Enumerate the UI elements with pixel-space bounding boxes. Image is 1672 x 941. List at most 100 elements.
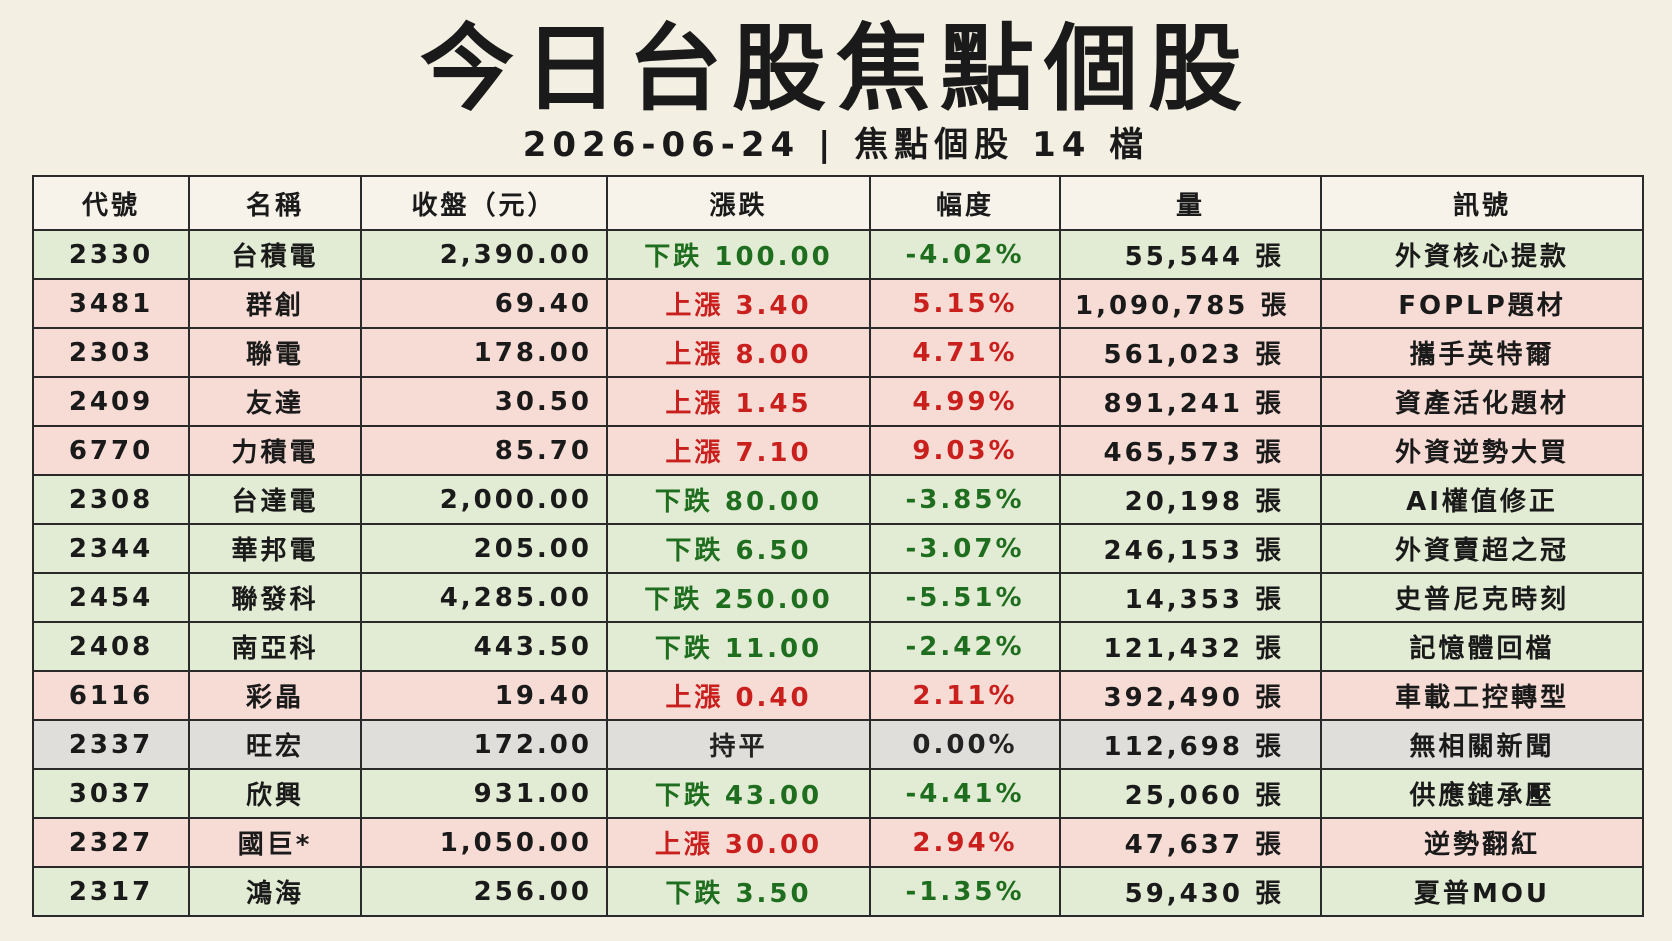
cell: 聯發科 (188, 572, 362, 623)
cell: 下跌 43.00 (606, 768, 871, 819)
cell: 持平 (606, 719, 871, 770)
table-body: 2330 台積電 2,390.00 下跌 100.00 -4.02% 55,544 張外資… (32, 229, 1644, 917)
cell: -1.35% (869, 866, 1061, 917)
cell: 下跌 250.00 (606, 572, 871, 623)
cell: 69.40 (360, 278, 608, 329)
column-header: 幅度 (869, 175, 1061, 231)
cell: 30.50 (360, 376, 608, 427)
cell: 0.00% (869, 719, 1061, 770)
cell: 下跌 80.00 (606, 474, 871, 525)
cell: 外資逆勢大買 (1320, 425, 1644, 476)
cell: 121,432 張 (1059, 621, 1322, 672)
cell: 力積電 (188, 425, 362, 476)
stock-row: 2303 聯電 178.00 上漲 8.00 4.71% 561,023 張攜手英特爾 (32, 327, 1644, 378)
stock-table: 代號 名稱 收盤（元） 漲跌 幅度量訊號 2330 台積電 2,390.00 下跌 100.0… (32, 175, 1644, 917)
cell: 205.00 (360, 523, 608, 574)
cell: 246,153 張 (1059, 523, 1322, 574)
cell: 172.00 (360, 719, 608, 770)
cell: 3481 (32, 278, 190, 329)
cell: 14,353 張 (1059, 572, 1322, 623)
cell: 55,544 張 (1059, 229, 1322, 280)
cell: 逆勢翻紅 (1320, 817, 1644, 868)
cell: -4.41% (869, 768, 1061, 819)
cell: 2308 (32, 474, 190, 525)
cell: 聯電 (188, 327, 362, 378)
cell: 2,000.00 (360, 474, 608, 525)
cell: 無相關新聞 (1320, 719, 1644, 770)
cell: 2303 (32, 327, 190, 378)
stock-row: 6770 力積電 85.70 上漲 7.10 9.03% 465,573 張外資逆勢大買 (32, 425, 1644, 476)
cell: 華邦電 (188, 523, 362, 574)
cell: 彩晶 (188, 670, 362, 721)
cell: FOPLP題材 (1320, 278, 1644, 329)
cell: 2344 (32, 523, 190, 574)
cell: 外資賣超之冠 (1320, 523, 1644, 574)
cell: 4.71% (869, 327, 1061, 378)
cell: 6770 (32, 425, 190, 476)
cell: 國巨* (188, 817, 362, 868)
cell: 供應鏈承壓 (1320, 768, 1644, 819)
cell: 4.99% (869, 376, 1061, 427)
cell: 夏普MOU (1320, 866, 1644, 917)
cell: 47,637 張 (1059, 817, 1322, 868)
cell: 178.00 (360, 327, 608, 378)
column-header: 量 (1059, 175, 1322, 231)
cell: 台達電 (188, 474, 362, 525)
cell: 9.03% (869, 425, 1061, 476)
cell: 上漲 30.00 (606, 817, 871, 868)
cell: 鴻海 (188, 866, 362, 917)
cell: 2409 (32, 376, 190, 427)
cell: 2330 (32, 229, 190, 280)
cell: 上漲 1.45 (606, 376, 871, 427)
cell: 2,390.00 (360, 229, 608, 280)
cell: 256.00 (360, 866, 608, 917)
cell: 上漲 3.40 (606, 278, 871, 329)
cell: 南亞科 (188, 621, 362, 672)
cell: 2337 (32, 719, 190, 770)
cell: 友達 (188, 376, 362, 427)
cell: 931.00 (360, 768, 608, 819)
cell: 上漲 8.00 (606, 327, 871, 378)
stock-row: 2317 鴻海 256.00 下跌 3.50 -1.35% 59,430 張夏普MOU (32, 866, 1644, 917)
cell: 2.11% (869, 670, 1061, 721)
cell: 上漲 0.40 (606, 670, 871, 721)
cell: -4.02% (869, 229, 1061, 280)
cell: AI權值修正 (1320, 474, 1644, 525)
column-header: 代號 (32, 175, 190, 231)
cell: 2408 (32, 621, 190, 672)
cell: 下跌 3.50 (606, 866, 871, 917)
column-header: 名稱 (188, 175, 362, 231)
stock-row: 3037 欣興 931.00 下跌 43.00 -4.41% 25,060 張供應鏈承壓 (32, 768, 1644, 819)
cell: 465,573 張 (1059, 425, 1322, 476)
cell: -3.85% (869, 474, 1061, 525)
cell: 2454 (32, 572, 190, 623)
cell: 欣興 (188, 768, 362, 819)
cell: -5.51% (869, 572, 1061, 623)
cell: 下跌 100.00 (606, 229, 871, 280)
cell: 外資核心提款 (1320, 229, 1644, 280)
cell: 3037 (32, 768, 190, 819)
cell: 59,430 張 (1059, 866, 1322, 917)
title: 今日台股焦點個股 (419, 15, 1252, 124)
header-row: 代號 名稱 收盤（元） 漲跌 幅度量訊號 (32, 175, 1644, 231)
cell: 561,023 張 (1059, 327, 1322, 378)
stock-row: 2408 南亞科 443.50 下跌 11.00 -2.42% 121,432 張記憶體回… (32, 621, 1644, 672)
cell: 2327 (32, 817, 190, 868)
stock-row: 2409 友達 30.50 上漲 1.45 4.99% 891,241 張資產活化題材 (32, 376, 1644, 427)
stock-row: 2327 國巨* 1,050.00 上漲 30.00 2.94% 47,637 張逆勢翻紅 (32, 817, 1644, 868)
column-header: 漲跌 (606, 175, 871, 231)
cell: 車載工控轉型 (1320, 670, 1644, 721)
cell: 392,490 張 (1059, 670, 1322, 721)
cell: 台積電 (188, 229, 362, 280)
cell: 史普尼克時刻 (1320, 572, 1644, 623)
cell: -3.07% (869, 523, 1061, 574)
cell: 上漲 7.10 (606, 425, 871, 476)
subtitle: 2026-06-24 | 焦點個股 14 檔 (522, 125, 1150, 165)
cell: 旺宏 (188, 719, 362, 770)
cell: 下跌 11.00 (606, 621, 871, 672)
cell: 1,090,785 張 (1059, 278, 1322, 329)
cell: 記憶體回檔 (1320, 621, 1644, 672)
cell: 19.40 (360, 670, 608, 721)
cell: 攜手英特爾 (1320, 327, 1644, 378)
